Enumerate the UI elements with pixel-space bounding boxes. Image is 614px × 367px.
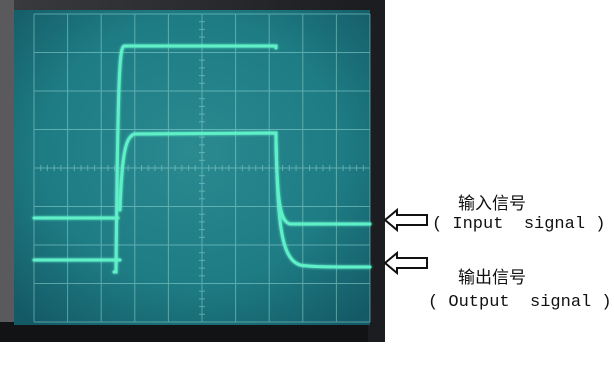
label-input-cn: 输入信号 (458, 194, 526, 214)
label-output-en: ( Output signal ) (428, 293, 612, 312)
trace-input (32, 131, 372, 226)
label-output-cn: 输出信号 (458, 268, 526, 288)
waveform-traces (32, 44, 372, 274)
arrow-output-icon (383, 250, 428, 276)
label-input-en: ( Input signal ) (432, 215, 606, 234)
graticule-grid (33, 13, 371, 323)
trace-output (32, 138, 372, 269)
arrow-input-icon (383, 207, 428, 233)
